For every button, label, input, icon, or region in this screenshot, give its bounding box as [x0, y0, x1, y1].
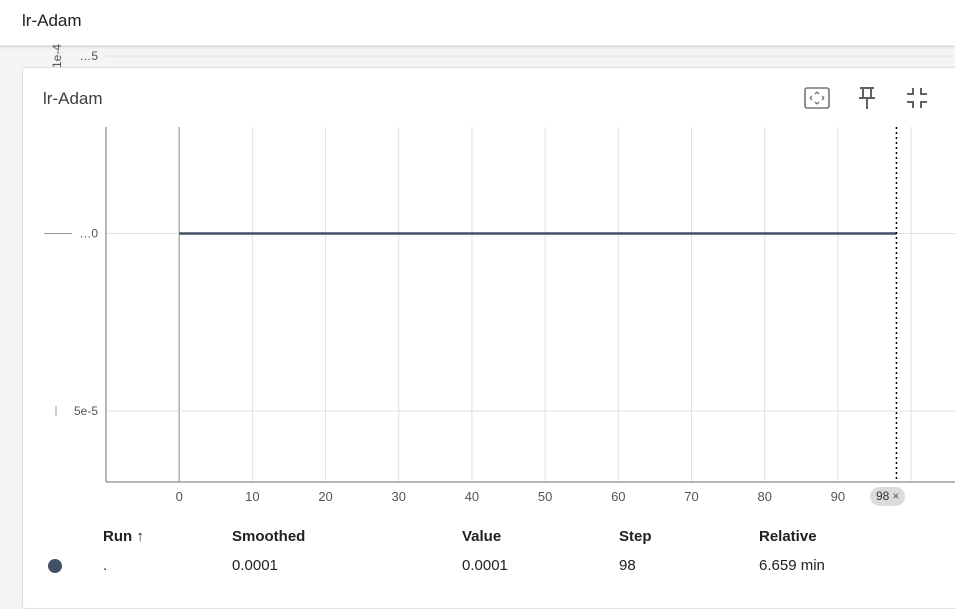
hover-step-badge[interactable]: 98 × — [870, 487, 906, 506]
x-tick-label: 10 — [245, 489, 259, 504]
y-exponent-label: 1e-4 — [50, 44, 64, 68]
x-tick-label: 30 — [392, 489, 406, 504]
close-icon[interactable]: × — [892, 489, 900, 503]
chart-card: lr-Adam — [22, 67, 955, 609]
y-tick-label: …0 — [79, 227, 98, 241]
y-tick-label: 5e-5 — [74, 404, 98, 418]
x-tick-label: 60 — [611, 489, 625, 504]
chart-card-title: lr-Adam — [43, 89, 103, 108]
run-color-dot — [48, 559, 62, 573]
x-tick-label: 0 — [176, 489, 183, 504]
col-header-value[interactable]: Value — [462, 528, 502, 545]
cell-relative: 6.659 min — [759, 557, 825, 574]
col-header-step[interactable]: Step — [619, 528, 652, 545]
x-tick-label: 20 — [318, 489, 332, 504]
x-tick-label: 40 — [465, 489, 479, 504]
cell-step: 98 — [619, 557, 636, 574]
page-title: lr-Adam — [22, 11, 82, 30]
y-tick-label: …5 — [79, 49, 98, 63]
fit-domain-icon[interactable] — [803, 84, 831, 112]
x-tick-label: 90 — [831, 489, 845, 504]
cell-value: 0.0001 — [462, 557, 508, 574]
x-tick-label: 80 — [757, 489, 771, 504]
collapse-icon[interactable] — [903, 84, 931, 112]
cell-run: . — [103, 557, 108, 574]
col-header-run[interactable]: Run ↑ — [103, 528, 144, 545]
x-tick-label: 70 — [684, 489, 698, 504]
col-header-relative[interactable]: Relative — [759, 528, 817, 545]
cell-smoothed: 0.0001 — [232, 557, 278, 574]
x-tick-label: 50 — [538, 489, 552, 504]
col-header-smoothed[interactable]: Smoothed — [232, 528, 306, 545]
page-header: lr-Adam — [0, 0, 955, 46]
pin-icon[interactable] — [853, 84, 881, 112]
hover-step-label: 98 — [876, 489, 890, 503]
